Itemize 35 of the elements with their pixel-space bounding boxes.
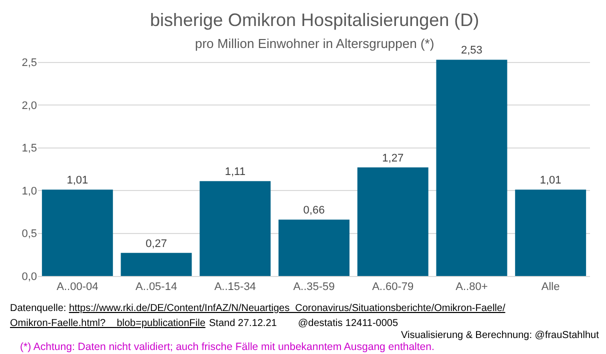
y-tick-label: 0,0	[22, 270, 37, 283]
data-label: 0,66	[303, 204, 325, 217]
text: (*) Achtung: Daten nicht validiert; auch frische Fälle mit unbekanntem Ausgang enthalten.	[20, 341, 434, 353]
data-label: 1,27	[382, 152, 404, 164]
data-label: 0,27	[146, 238, 167, 250]
bar	[436, 60, 508, 276]
bar	[42, 190, 113, 276]
x-tick-label: A..35-59	[293, 281, 335, 294]
x-tick-label: A..80+	[456, 281, 488, 294]
x-tick-label: Alle	[541, 281, 560, 294]
y-tick-label: 2,5	[22, 57, 37, 70]
data-label: 1,11	[224, 166, 246, 178]
text: Visualisierung & Berechnung: @frauStahlhut	[401, 330, 600, 341]
x-tick-label: A..15-34	[214, 281, 256, 294]
x-tick-label: A..00-04	[56, 281, 98, 294]
y-tick-label: 0,5	[22, 228, 37, 240]
data-label: 1,01	[66, 174, 88, 187]
data-label: 1,01	[540, 174, 562, 187]
text: Stand 27.12.21	[209, 318, 278, 329]
bar	[278, 220, 350, 276]
text: Omikron-Faelle.html?__blob=publicationFile	[10, 318, 206, 329]
x-tick-label: A..05-14	[135, 281, 178, 294]
bar	[357, 167, 428, 276]
text: Datenquelle: https://www.rki.de/DE/Content/InfAZ/N/Neuartiges_Coronavirus/Situationsberichte/Omikron-Faelle/	[10, 303, 506, 314]
text: @destatis 12411-0005	[298, 318, 398, 329]
x-tick-label: A..60-79	[372, 281, 414, 294]
chart-title: bisherige Omikron Hospitalisierungen (D)	[150, 10, 480, 30]
y-tick-label: 2,0	[22, 100, 37, 112]
bar	[515, 190, 586, 276]
data-label: 2,53	[461, 44, 482, 57]
y-tick-label: 1,0	[22, 185, 37, 198]
bar	[120, 252, 192, 276]
chart-subtitle: pro Million Einwohner in Altersgruppen (*)	[195, 36, 434, 51]
y-tick-label: 1,5	[22, 142, 37, 155]
bar	[200, 181, 271, 276]
